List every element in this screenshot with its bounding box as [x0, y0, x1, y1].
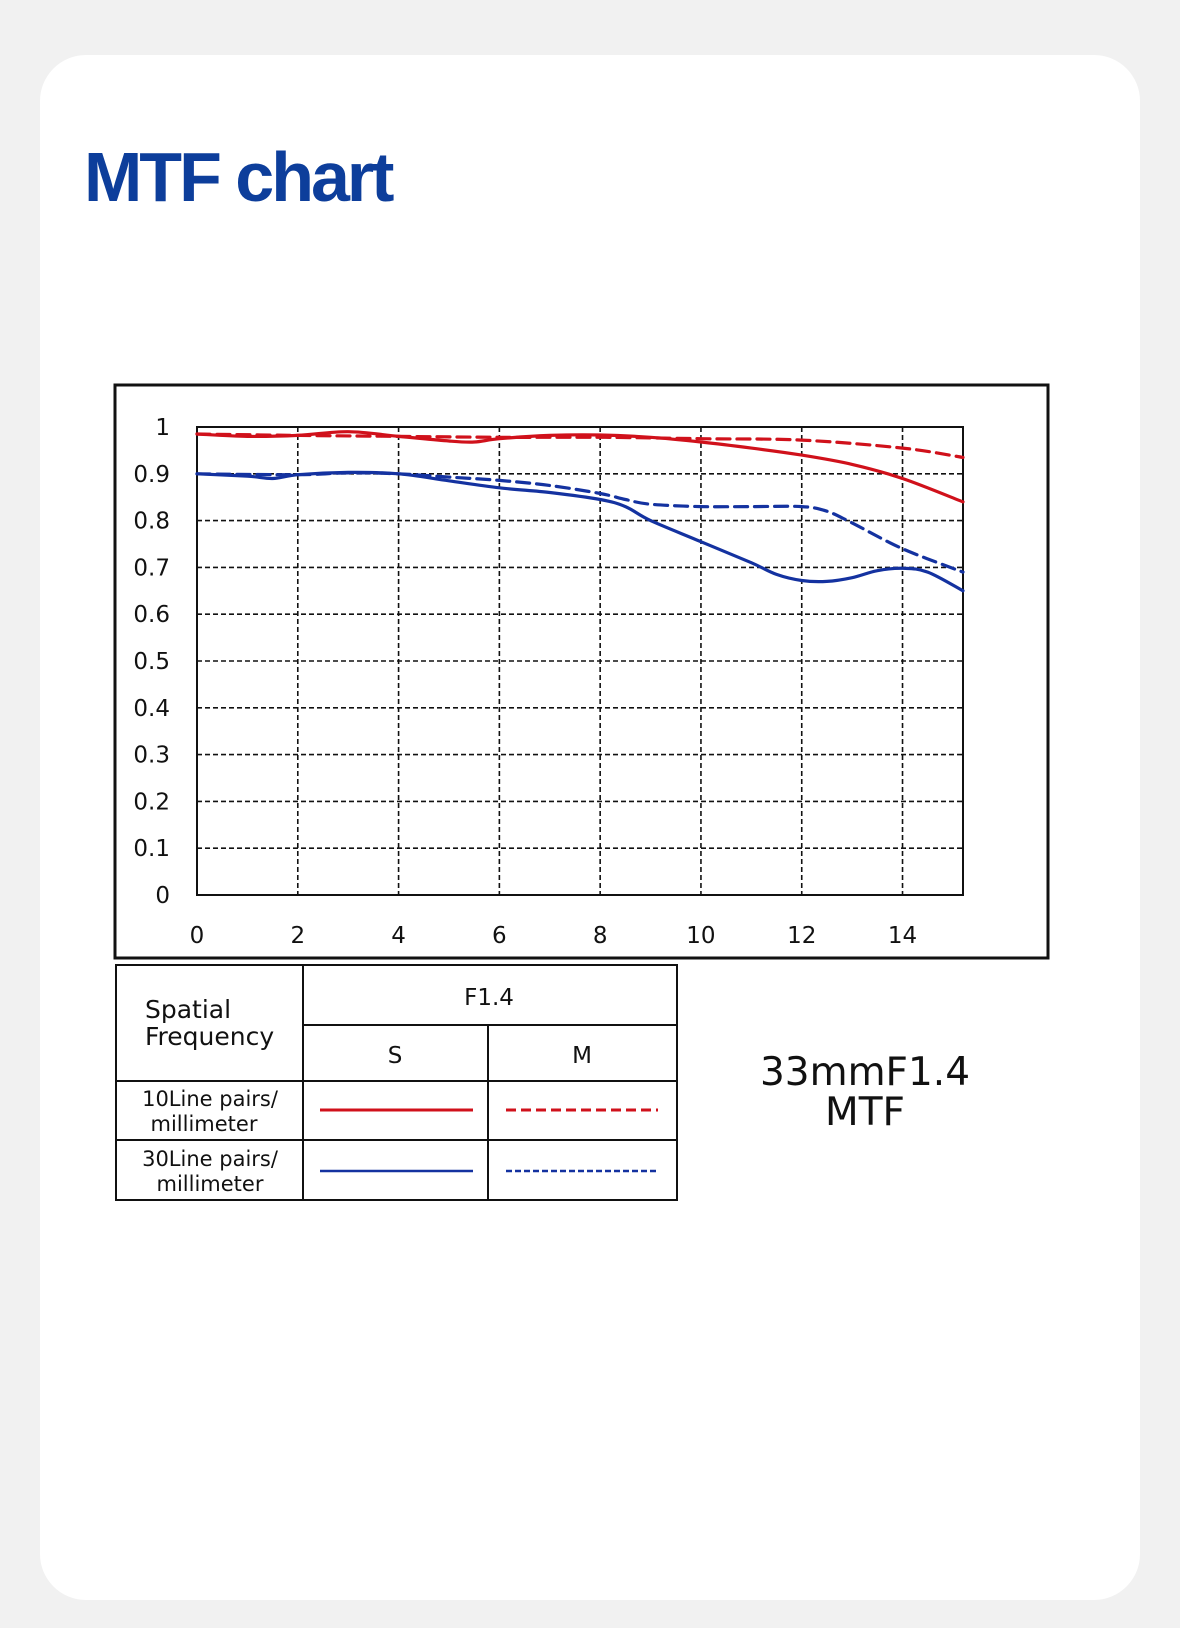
- lens-model: 33mmF1.4: [759, 1050, 971, 1095]
- chart-grid: [197, 427, 963, 895]
- aperture-label: F1.4: [464, 985, 514, 1011]
- x-tick-label: 10: [686, 923, 715, 949]
- x-tick-label: 14: [888, 923, 917, 949]
- page-title: MTF chart: [84, 138, 394, 216]
- y-tick-label: 0.4: [133, 696, 170, 722]
- chart-frame: [113, 383, 1050, 960]
- y-tick-label: 0.1: [133, 836, 170, 862]
- x-tick-label: 0: [190, 923, 205, 949]
- y-tick-label: 0.9: [133, 462, 170, 488]
- chart-series: [195, 430, 965, 593]
- y-tick-label: 0.3: [133, 743, 170, 769]
- column-m-label: M: [572, 1043, 592, 1069]
- row-30lp-label-line2: millimeter: [157, 1172, 264, 1196]
- y-tick-label: 0.6: [133, 602, 170, 628]
- y-tick-label: 0: [155, 883, 170, 909]
- column-s-label: S: [388, 1043, 403, 1069]
- y-tick-label: 0.5: [133, 649, 170, 675]
- x-tick-label: 6: [492, 923, 507, 949]
- lens-name: 33mmF1.4 MTF: [740, 1053, 990, 1133]
- x-tick-label: 2: [290, 923, 305, 949]
- series-line-2: [195, 432, 965, 459]
- x-tick-label: 4: [391, 923, 406, 949]
- row-10lp-label-line1: 10Line pairs/: [142, 1087, 279, 1111]
- y-tick-label: 0.8: [133, 509, 170, 535]
- plot-area-border: [196, 426, 964, 896]
- y-tick-label: 0.7: [133, 555, 170, 581]
- row-30lp-label-line1: 30Line pairs/: [142, 1147, 279, 1171]
- x-tick-label: 12: [787, 923, 816, 949]
- lens-chart-label: MTF: [825, 1090, 905, 1135]
- axis-ticks: 00.10.20.30.40.50.60.70.80.910 2 4 6 8 10 12 14: [133, 415, 917, 949]
- x-tick-label: 8: [593, 923, 608, 949]
- y-tick-label: 0.2: [133, 789, 170, 815]
- spatial-frequency-label-line2: Frequency: [145, 1022, 274, 1051]
- series-line-4: [195, 471, 965, 574]
- row-10lp-label-line2: millimeter: [151, 1112, 258, 1136]
- spatial-frequency-label-line1: Spatial: [145, 995, 231, 1024]
- y-tick-label: 1: [155, 415, 170, 441]
- series-line-1: [195, 430, 965, 504]
